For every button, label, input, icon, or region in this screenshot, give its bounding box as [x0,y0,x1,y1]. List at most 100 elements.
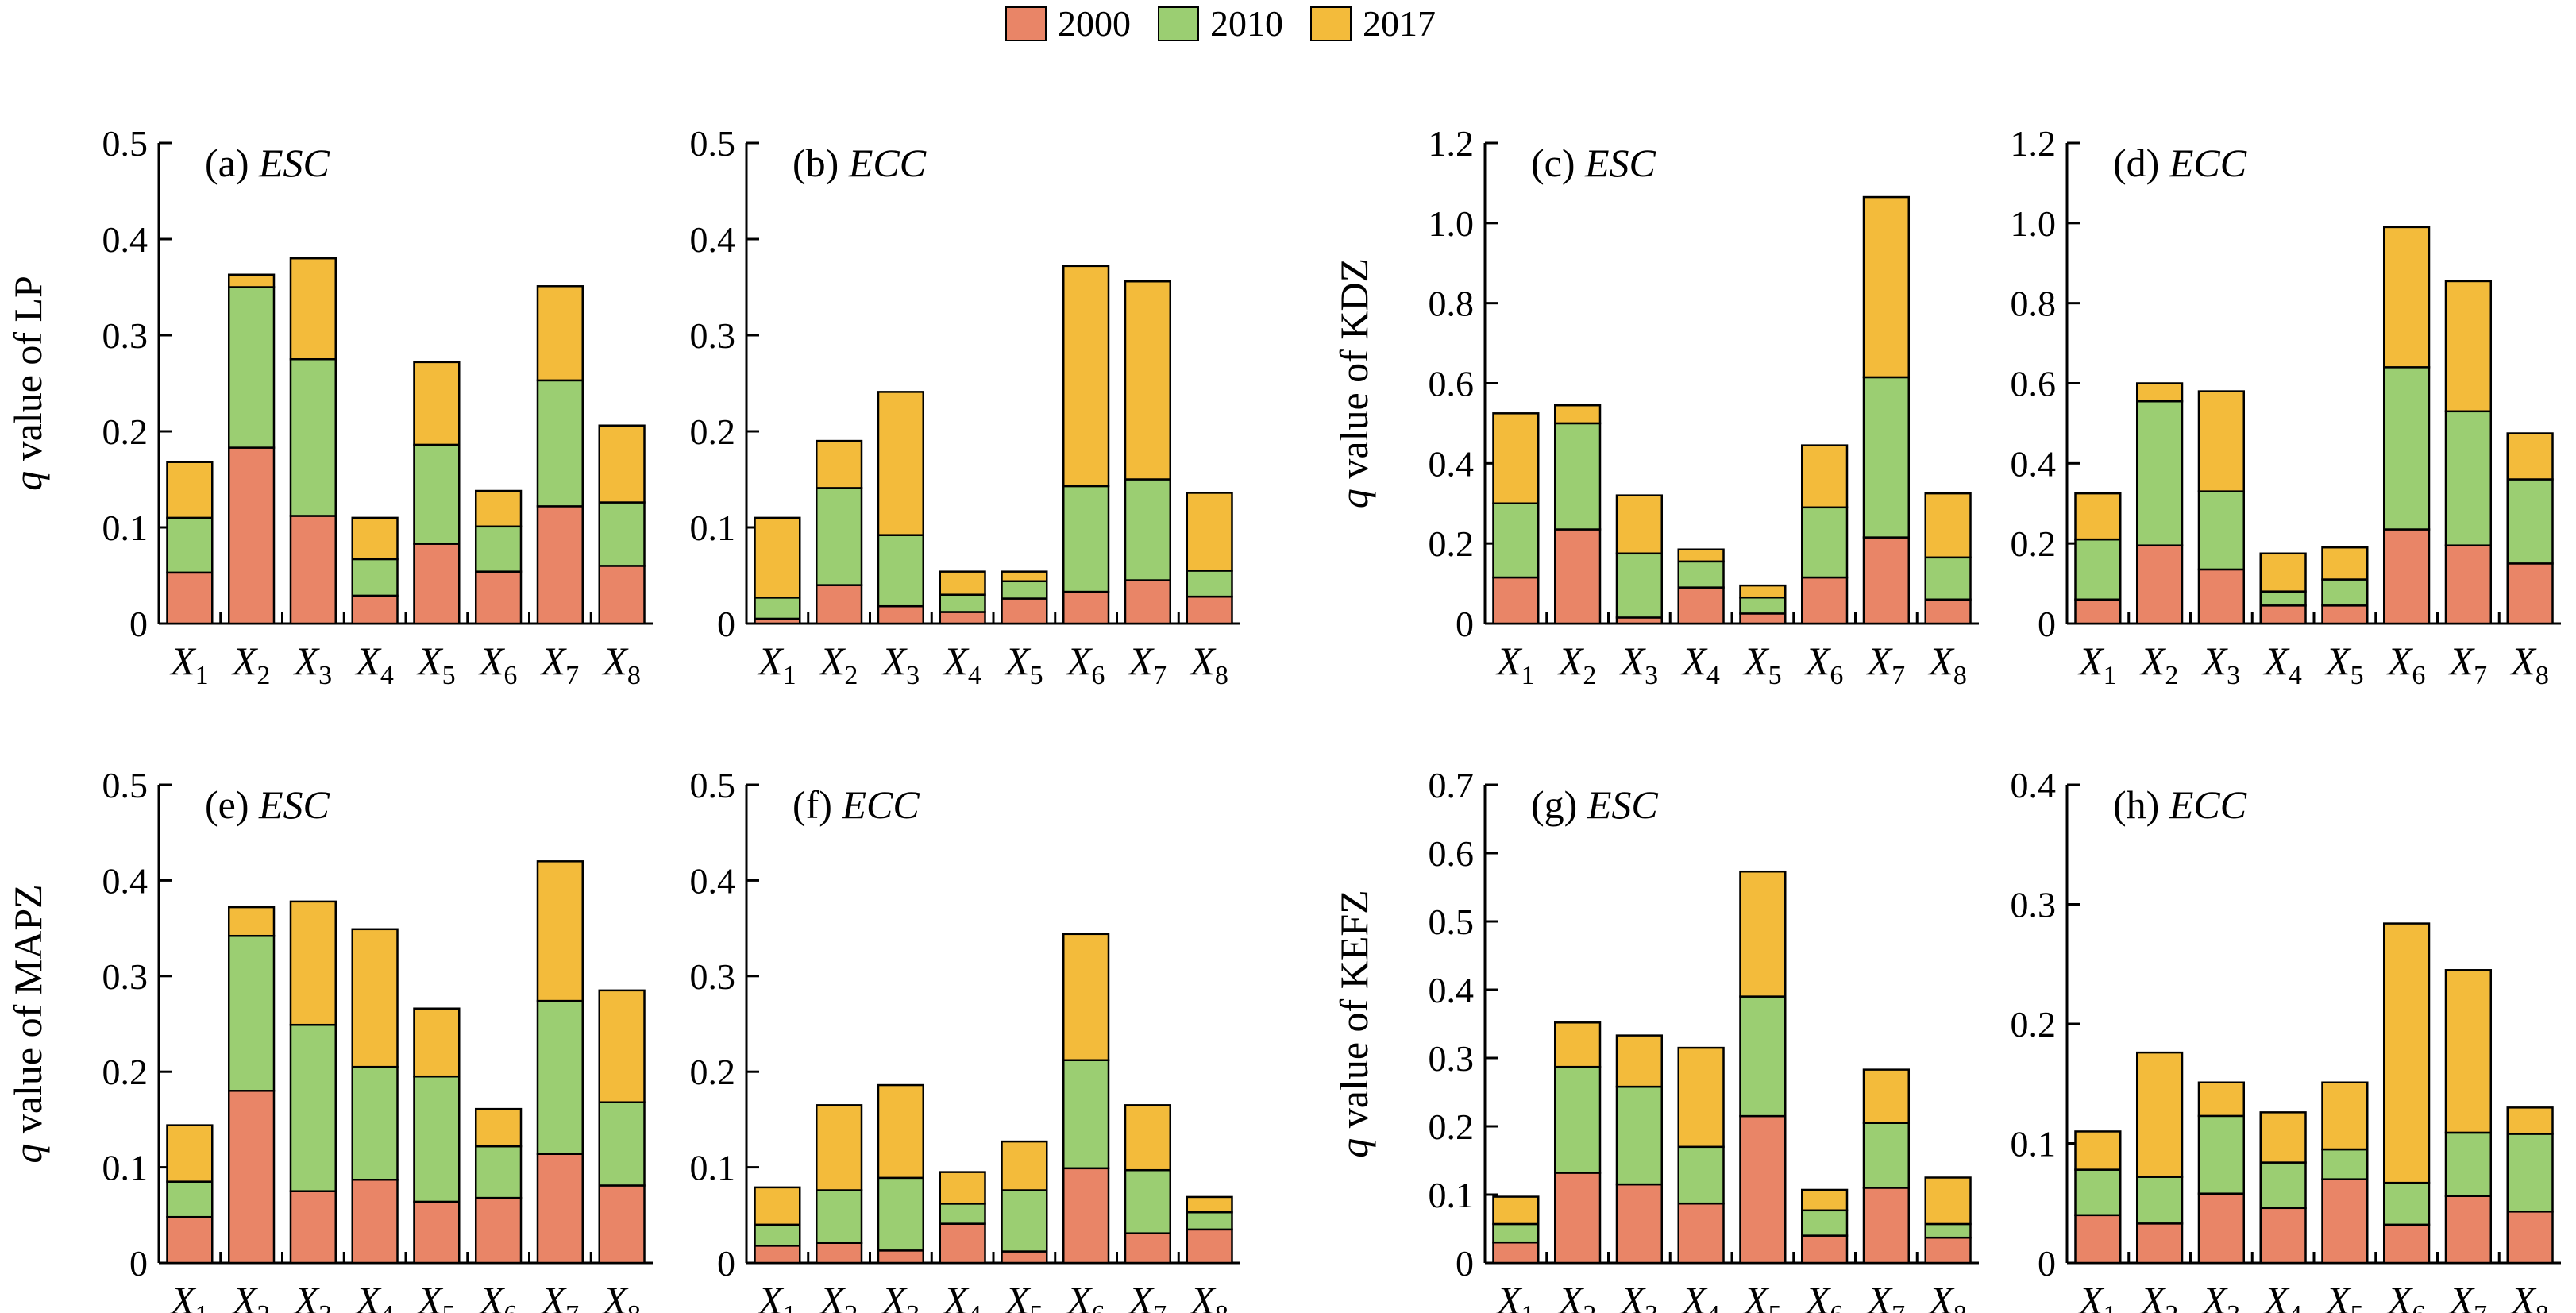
y-tick-label: 0.2 [690,411,736,452]
bar-2017-x1 [754,516,801,599]
bar-2000-x8 [1924,1236,1972,1265]
bar-2000-x3 [1615,1183,1664,1265]
panel-f: 0 0.1 0.2 0.3 0.4 0.5 X1 X2 X3 X4 X5 X6 X7 X8 (f) ECC [690,765,1240,1313]
bar-2017-x7 [2444,280,2493,413]
bar-2010-x7 [536,379,584,508]
y-tick-label: 0.4 [2011,765,2057,805]
x-tick-label: X8 [601,639,641,690]
bar-2010-x7 [1862,376,1911,539]
y-tick-label: 0.5 [690,765,736,805]
bar-2017-x4 [939,1171,986,1205]
bar-2017-x6 [1062,933,1110,1062]
bar-2017-x8 [1186,1195,1233,1214]
x-tick-label: X6 [1066,1278,1105,1313]
y-tick-label: 0.2 [2011,1004,2057,1045]
bar-2010-x4 [939,1203,986,1225]
bar-2010-x3 [289,358,337,517]
bar-2010-x5 [1739,596,1787,615]
bar-2017-x8 [598,424,646,504]
bar-2017-x3 [2197,1081,2246,1118]
bar-2017-x6 [474,1107,523,1148]
bar-2000-x2 [227,1090,276,1265]
bar-2010-x4 [1677,1145,1725,1205]
bar-2000-x2 [227,446,276,625]
bar-2000-x7 [2444,544,2493,625]
bar-2000-x4 [2259,1207,2307,1265]
bar-2000-x7 [536,1153,584,1265]
x-tick-label: X2 [2139,1278,2179,1313]
y-axis-label: q value of KDZ [1332,258,1376,508]
bar-2017-x7 [536,860,584,1002]
y-tick-label: 0.2 [2011,523,2057,564]
bar-2017-x7 [536,285,584,382]
y-tick-label: 0.1 [1429,1175,1475,1215]
y-tick-label: 1.0 [2011,203,2057,244]
bar-2000-x6 [1800,1234,1849,1265]
y-tick-label: 0.1 [102,508,148,548]
bar-2000-x3 [2197,1192,2246,1265]
x-tick-label: X2 [2139,639,2179,690]
y-tick-label: 0.4 [690,860,736,901]
y-tick-label: 0.1 [102,1148,148,1188]
bar-2010-x7 [2444,1131,2493,1197]
bar-2010-x2 [1553,1065,1602,1174]
x-tick-label: X7 [540,639,580,690]
bar-2017-x2 [815,439,863,489]
x-tick-label: X7 [540,1278,580,1313]
bar-2017-x5 [1001,570,1048,583]
x-tick-label: X3 [293,639,333,690]
y-tick-label: 0 [129,604,148,644]
bar-2017-x8 [1186,492,1233,572]
bar-2010-x2 [815,487,863,586]
x-tick-label: X3 [2201,639,2241,690]
x-tick-label: X1 [1495,639,1535,690]
bar-2010-x5 [2321,578,2369,607]
bar-2010-x1 [166,1180,214,1218]
bar-2010-x7 [1124,478,1172,581]
x-tick-label: X1 [169,1278,209,1313]
bar-2010-x5 [1001,580,1048,600]
bar-2017-x8 [598,989,646,1103]
x-tick-label: X6 [1804,639,1844,690]
bar-2010-x2 [1553,422,1602,531]
y-tick-label: 0.1 [690,508,736,548]
bar-2000-x4 [351,594,399,625]
bar-2010-x6 [474,1145,523,1199]
y-tick-label: 1.2 [1429,123,1475,164]
x-tick-label: X7 [1128,639,1167,690]
bar-2010-x4 [1677,560,1725,589]
bar-2017-x6 [1062,265,1110,488]
bar-2017-x3 [1615,494,1664,555]
bar-2017-x6 [2382,226,2431,369]
panel-d: 0 0.2 0.4 0.6 0.8 1.0 1.2 X1 X2 X3 X4 X5 X6 X7 X8 (d) E… [2011,123,2561,690]
bar-2010-x2 [2135,1176,2184,1225]
bar-2010-x2 [2135,400,2184,546]
bar-2000-x5 [1739,612,1787,625]
bar-2017-x2 [227,273,276,288]
y-tick-label: 0.3 [1429,1038,1475,1079]
bar-2000-x6 [474,570,523,625]
x-tick-label: X3 [881,1278,920,1313]
x-tick-label: X8 [1189,639,1228,690]
bar-2000-x7 [1124,579,1172,625]
bar-2017-x7 [1862,195,1911,379]
legend-item-2000: 2000 [1005,6,1131,42]
y-tick-label: 0.6 [2011,364,2057,404]
x-tick-label: X3 [1619,1278,1659,1313]
bar-2010-x8 [2506,478,2554,565]
x-tick-label: X8 [1927,639,1967,690]
y-axis-label: q value of MAPZ [6,884,50,1163]
bar-2000-x8 [598,565,646,625]
bar-2010-x1 [1492,1222,1540,1244]
bar-2017-x8 [1924,492,1972,559]
bar-2010-x3 [2197,490,2246,571]
bar-2017-x2 [1553,1021,1602,1068]
y-tick-label: 0 [717,1243,735,1284]
bar-2000-x1 [166,571,214,625]
bar-2017-x1 [166,1124,214,1183]
bar-2017-x2 [1553,404,1602,425]
bar-2000-x4 [1677,1202,1725,1265]
bar-2010-x3 [877,534,925,608]
bar-2017-x3 [2197,390,2246,492]
